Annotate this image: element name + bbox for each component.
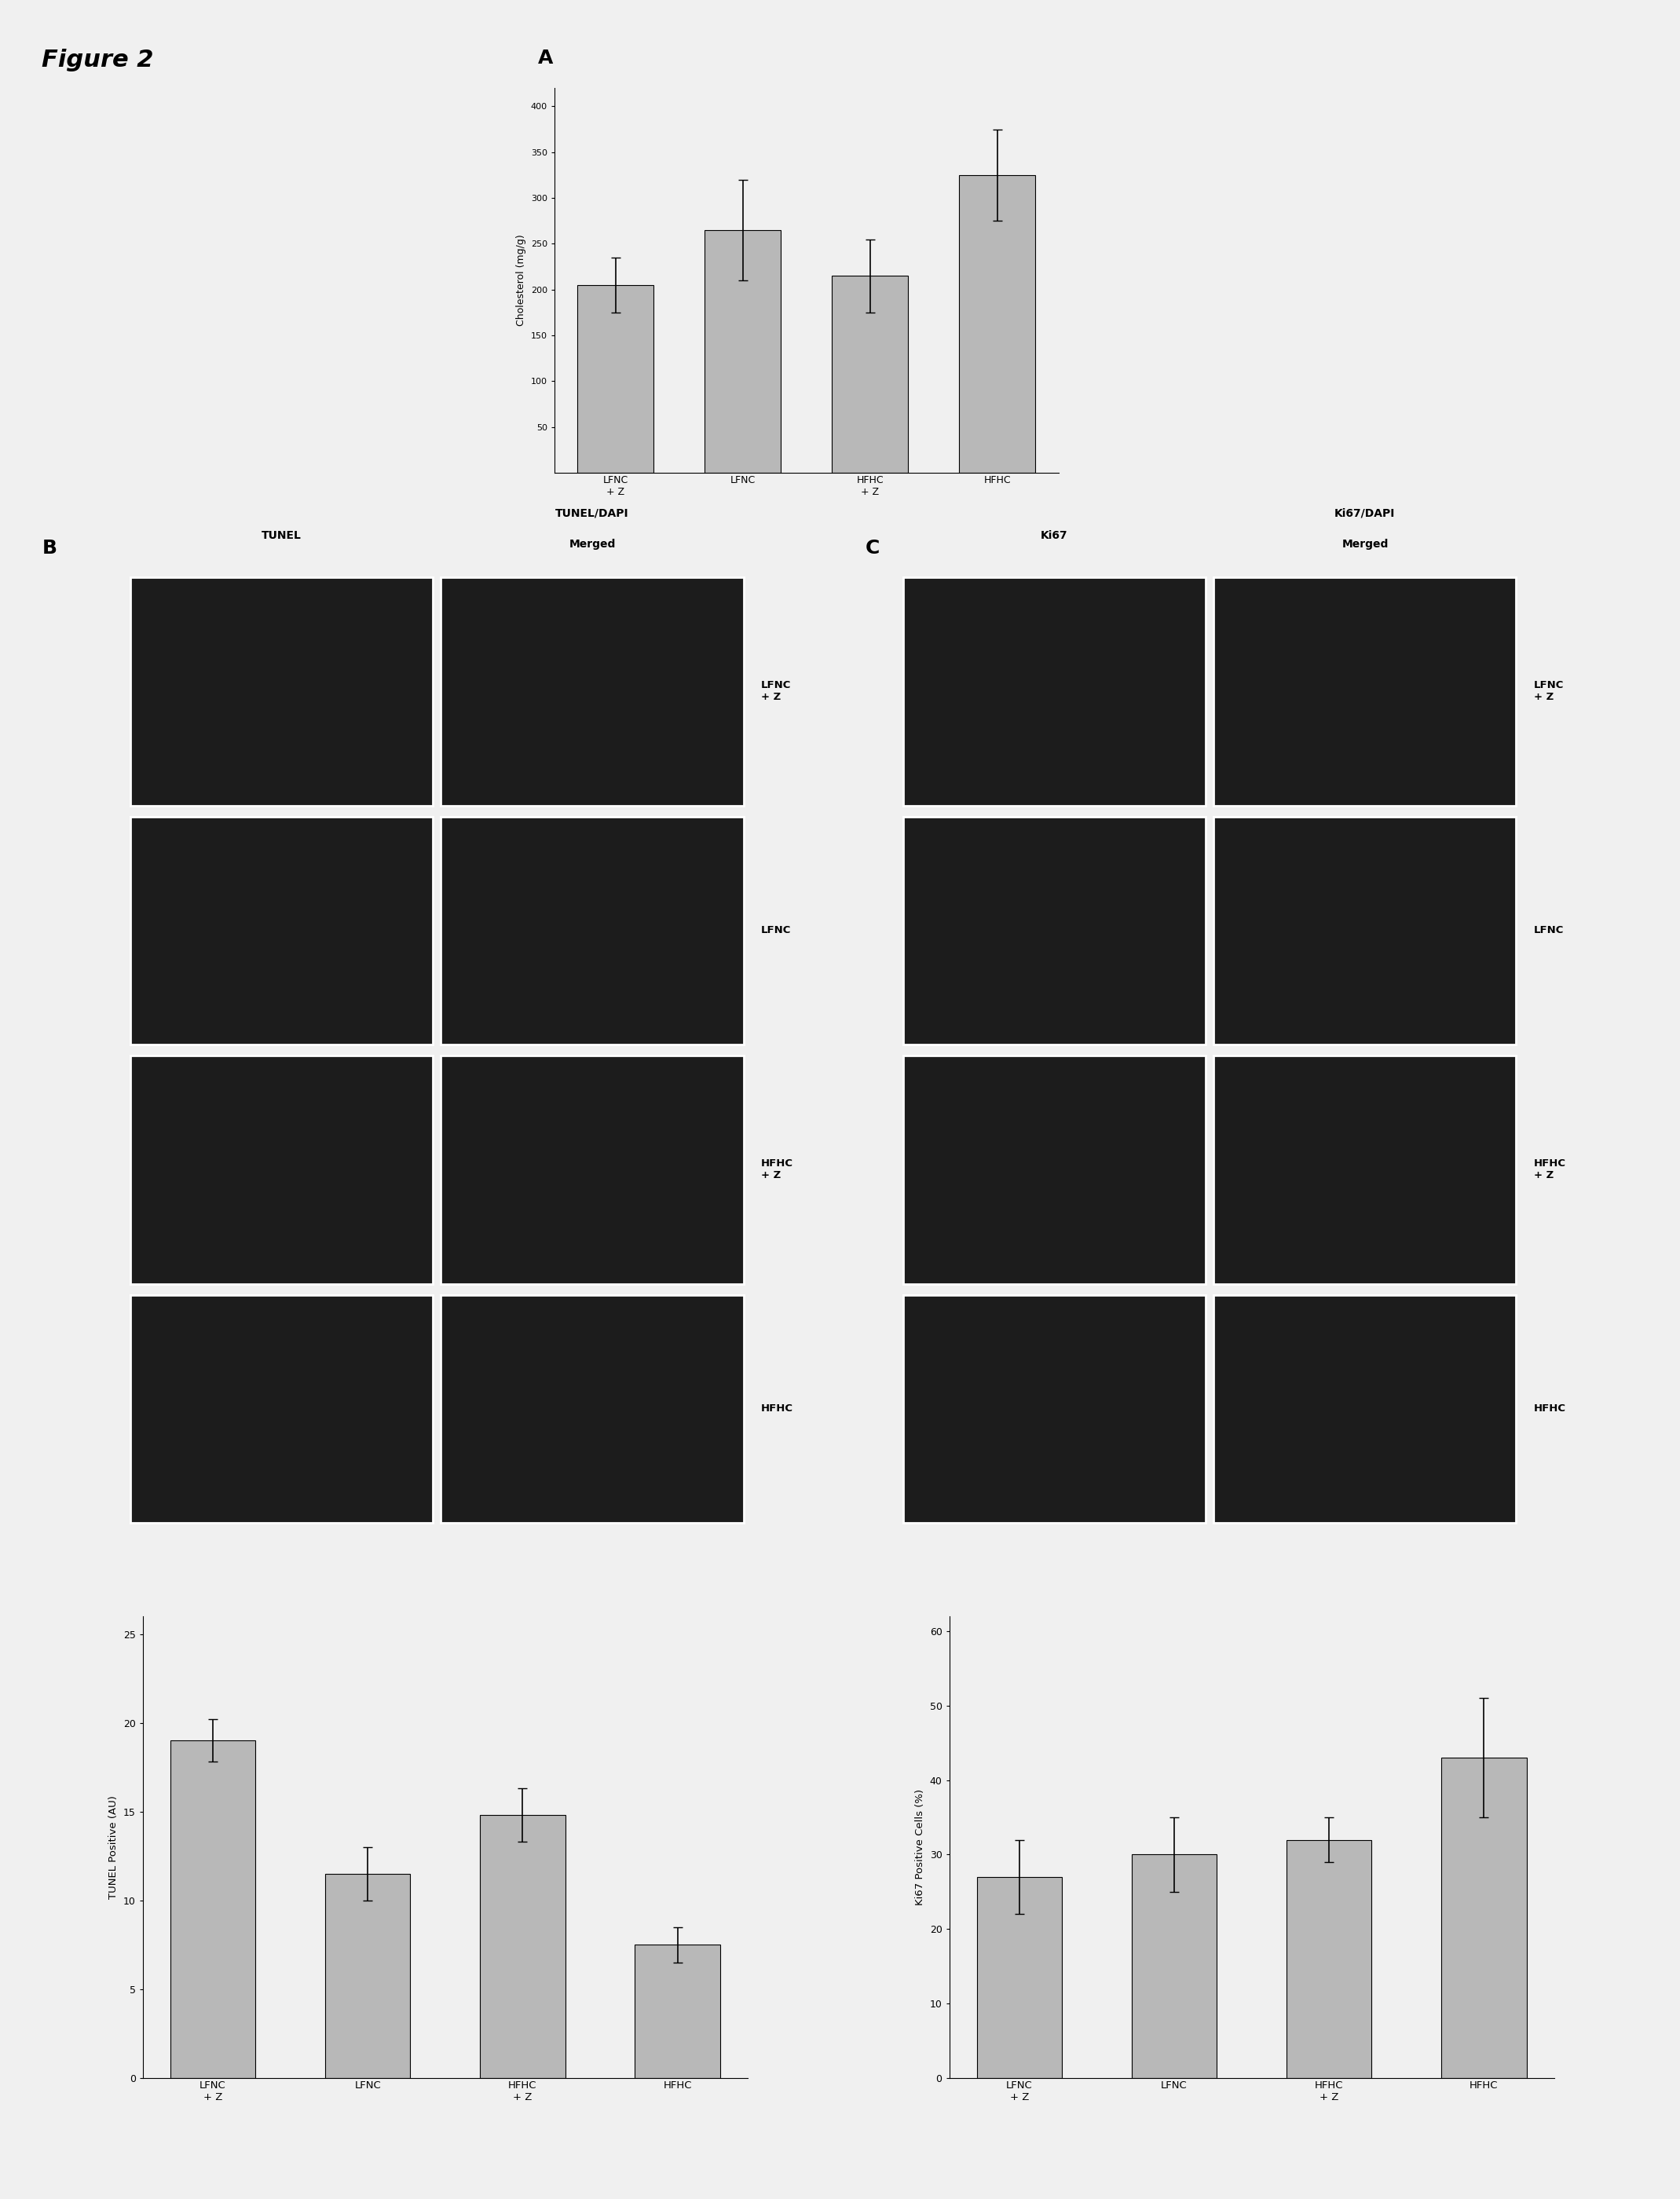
Y-axis label: Ki67 Positive Cells (%): Ki67 Positive Cells (%) xyxy=(916,1790,926,1904)
Text: Merged: Merged xyxy=(1342,539,1388,550)
Bar xyxy=(976,1878,1062,2078)
Text: Ki67: Ki67 xyxy=(1040,530,1068,541)
Text: Merged: Merged xyxy=(570,539,615,550)
Text: C: C xyxy=(865,539,880,559)
Bar xyxy=(704,231,781,473)
Y-axis label: Cholesterol (mg/g): Cholesterol (mg/g) xyxy=(516,235,526,325)
Bar xyxy=(326,1874,410,2078)
Bar xyxy=(1441,1757,1527,2078)
Text: B: B xyxy=(42,539,57,559)
Bar xyxy=(170,1742,255,2078)
Bar xyxy=(1287,1841,1371,2078)
Text: LFNC
+ Z: LFNC + Z xyxy=(1534,679,1564,701)
Text: Ki67/DAPI: Ki67/DAPI xyxy=(1334,508,1396,519)
Bar xyxy=(832,275,909,473)
Text: LFNC
+ Z: LFNC + Z xyxy=(761,679,791,701)
Bar xyxy=(959,176,1035,473)
Text: Figure 2: Figure 2 xyxy=(42,48,155,70)
Text: HFHC
+ Z: HFHC + Z xyxy=(761,1159,793,1181)
Y-axis label: TUNEL Positive (AU): TUNEL Positive (AU) xyxy=(109,1794,119,1900)
Text: LFNC: LFNC xyxy=(1534,926,1564,935)
Text: TUNEL/DAPI: TUNEL/DAPI xyxy=(556,508,628,519)
Text: HFHC: HFHC xyxy=(1534,1403,1566,1414)
Text: A: A xyxy=(538,48,553,68)
Text: HFHC: HFHC xyxy=(761,1403,793,1414)
Bar xyxy=(480,1814,564,2078)
Bar xyxy=(1132,1854,1216,2078)
Bar xyxy=(635,1944,721,2078)
Text: LFNC: LFNC xyxy=(761,926,791,935)
Bar xyxy=(578,286,654,473)
Text: TUNEL: TUNEL xyxy=(262,530,301,541)
Text: HFHC
+ Z: HFHC + Z xyxy=(1534,1159,1566,1181)
